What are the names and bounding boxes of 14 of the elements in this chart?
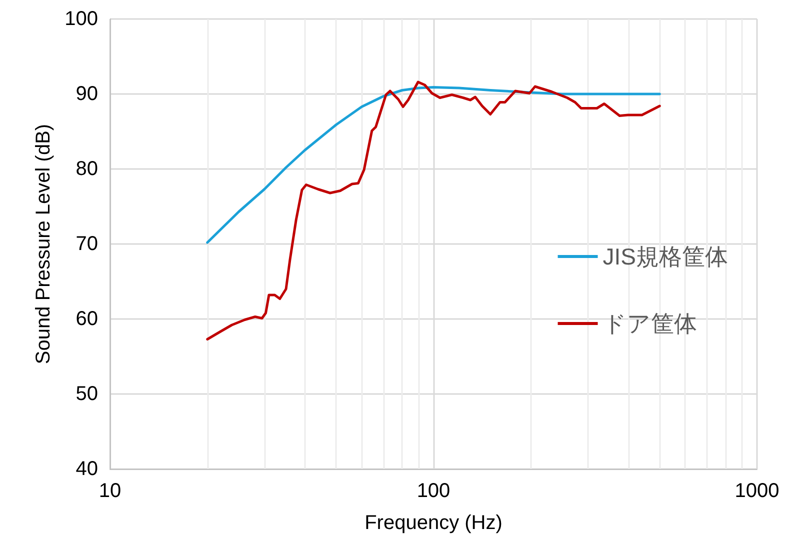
x-axis-title: Frequency (Hz) — [364, 512, 502, 534]
y-tick-label: 70 — [76, 233, 98, 255]
y-axis-title: Sound Pressure Level (dB) — [32, 124, 55, 364]
x-tick-label: 1000 — [734, 480, 780, 502]
legend-label: ドア筐体 — [602, 310, 697, 336]
x-tick-label: 100 — [416, 480, 450, 502]
y-tick-label: 60 — [76, 308, 98, 330]
y-tick-label: 50 — [76, 383, 98, 405]
legend-label: JIS規格筐体 — [602, 244, 728, 270]
y-tick-label: 40 — [76, 458, 98, 480]
x-tick-label: 10 — [98, 480, 122, 502]
y-tick-label: 80 — [76, 158, 98, 180]
y-tick-label: 90 — [76, 83, 98, 105]
y-tick-label: 100 — [64, 8, 98, 30]
